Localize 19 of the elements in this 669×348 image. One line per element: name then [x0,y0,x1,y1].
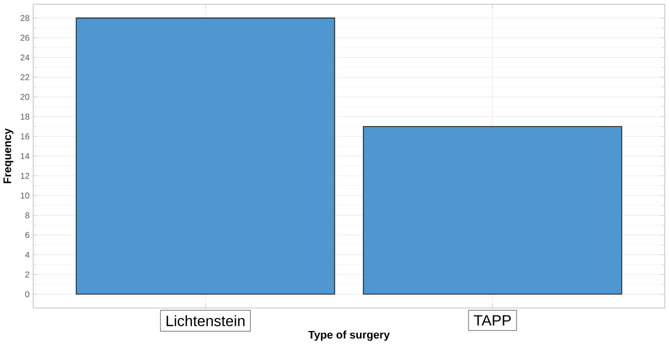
y-tick-label: 20 [20,94,30,100]
x-tick-label: TAPP [474,315,511,326]
x-axis-title: Type of surgery [308,330,390,341]
y-tick-label: 12 [20,172,30,179]
y-tick-label: 26 [20,34,30,41]
y-tick-label: 24 [20,54,30,60]
x-tick-label: Lichtenstein [166,315,244,326]
y-tick-label: 28 [20,14,30,21]
y-tick-label: 4 [25,252,30,258]
y-tick-label: 2 [25,271,30,278]
y-tick-label: 14 [20,153,30,159]
y-tick-label: 10 [20,192,30,198]
y-axis-title: Frequency [4,128,14,184]
y-tick-label: 0 [25,291,30,298]
y-tick-label: 16 [20,133,30,140]
y-tick-label: 22 [20,74,30,80]
y-tick-label: 8 [25,212,30,218]
y-tick-label: 6 [25,232,30,238]
y-tick-label: 18 [20,114,30,120]
